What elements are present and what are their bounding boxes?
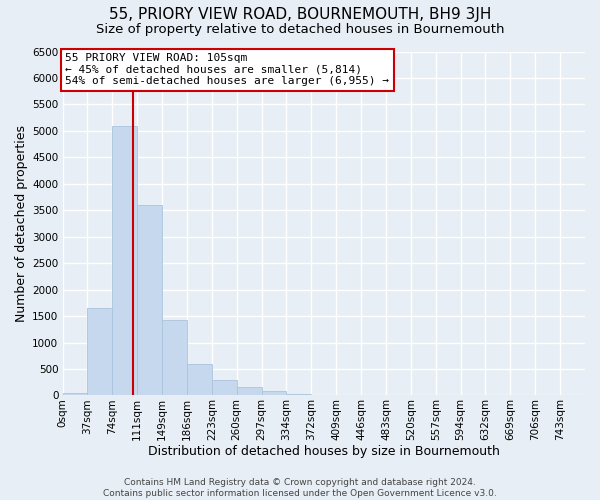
Bar [88, 308, 112, 396]
Y-axis label: Number of detached properties: Number of detached properties [15, 125, 28, 322]
Text: Size of property relative to detached houses in Bournemouth: Size of property relative to detached ho… [96, 22, 504, 36]
Bar [137, 205, 162, 396]
Bar [212, 380, 237, 396]
Bar [62, 393, 88, 396]
Text: 55 PRIORY VIEW ROAD: 105sqm
← 45% of detached houses are smaller (5,814)
54% of : 55 PRIORY VIEW ROAD: 105sqm ← 45% of det… [65, 53, 389, 86]
X-axis label: Distribution of detached houses by size in Bournemouth: Distribution of detached houses by size … [148, 444, 500, 458]
Bar [262, 391, 286, 396]
Bar [237, 387, 262, 396]
Bar [286, 394, 311, 396]
Text: 55, PRIORY VIEW ROAD, BOURNEMOUTH, BH9 3JH: 55, PRIORY VIEW ROAD, BOURNEMOUTH, BH9 3… [109, 8, 491, 22]
Text: Contains HM Land Registry data © Crown copyright and database right 2024.
Contai: Contains HM Land Registry data © Crown c… [103, 478, 497, 498]
Bar [112, 126, 137, 396]
Bar [162, 320, 187, 396]
Bar [187, 364, 212, 396]
